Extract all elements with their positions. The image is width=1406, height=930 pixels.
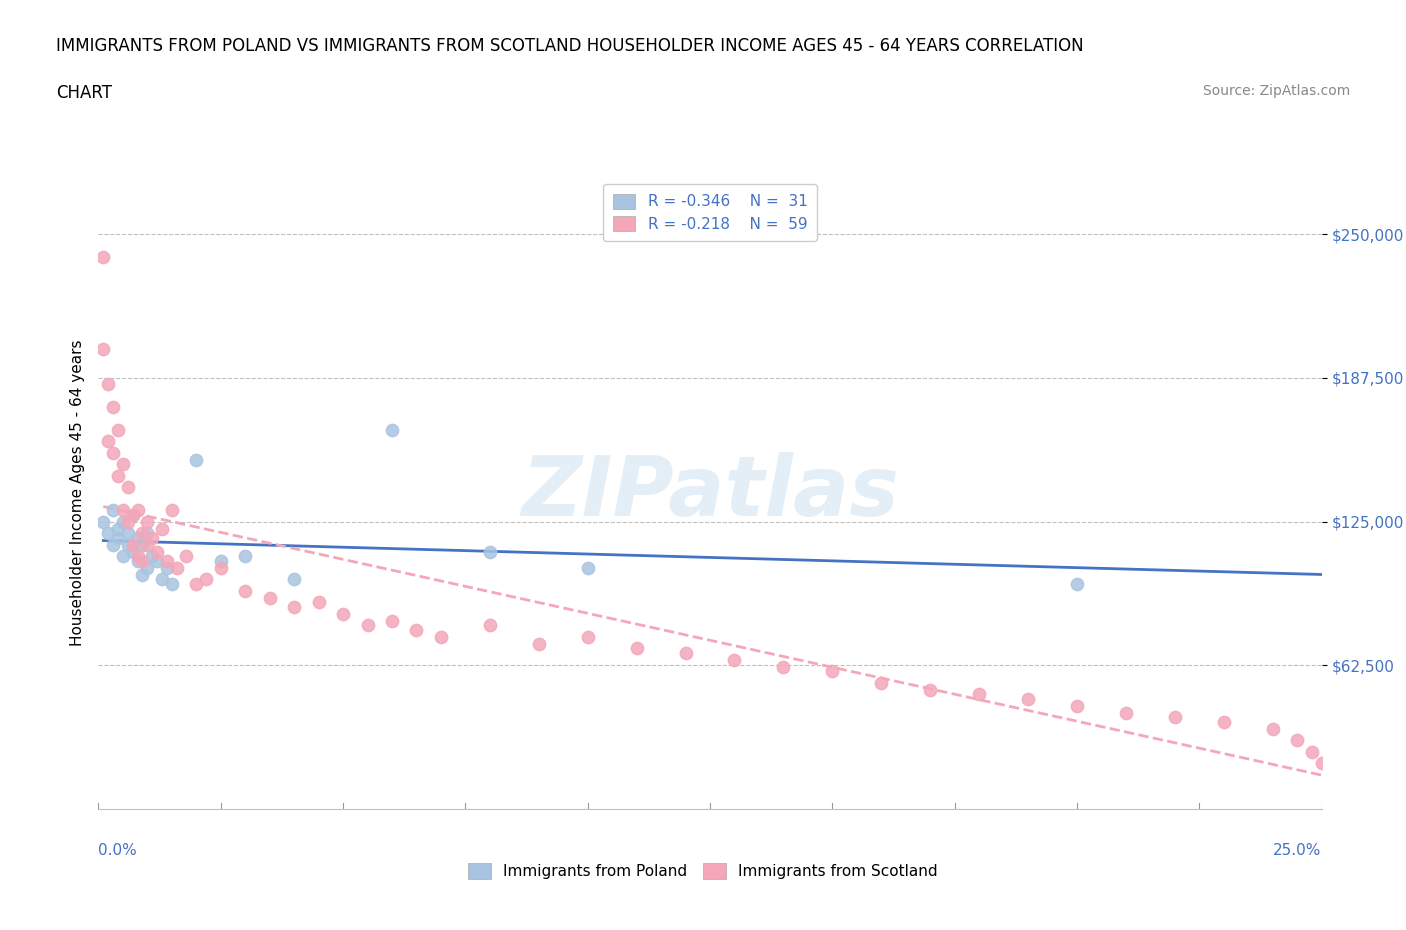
Point <box>176 549 198 564</box>
Point <box>356 618 378 632</box>
Point <box>131 567 153 582</box>
Point <box>723 652 745 667</box>
Point <box>131 525 153 540</box>
Text: 25.0%: 25.0% <box>1274 844 1322 858</box>
Text: Source: ZipAtlas.com: Source: ZipAtlas.com <box>1202 84 1350 98</box>
Point <box>1115 705 1137 720</box>
Point <box>101 445 124 460</box>
Legend: R = -0.346    N =  31, R = -0.218    N =  59: R = -0.346 N = 31, R = -0.218 N = 59 <box>603 184 817 241</box>
Point <box>1066 577 1088 591</box>
Point <box>308 594 330 609</box>
Text: CHART: CHART <box>56 84 112 101</box>
Point <box>117 480 139 495</box>
Point <box>127 530 149 545</box>
Point <box>1310 756 1333 771</box>
Y-axis label: Householder Income Ages 45 - 64 years: Householder Income Ages 45 - 64 years <box>69 339 84 646</box>
Point <box>259 591 281 605</box>
Point <box>186 452 208 467</box>
Point <box>160 577 183 591</box>
Point <box>111 549 134 564</box>
Point <box>1301 744 1323 759</box>
Text: ZIPatlas: ZIPatlas <box>522 452 898 534</box>
Point <box>920 682 942 697</box>
Point <box>209 553 232 568</box>
Point <box>117 538 139 552</box>
Point <box>870 675 893 690</box>
Point <box>1212 714 1234 729</box>
Point <box>136 525 159 540</box>
Point <box>283 572 305 587</box>
Point <box>97 433 120 448</box>
Point <box>675 645 697 660</box>
Point <box>127 549 149 564</box>
Point <box>91 250 114 265</box>
Legend: Immigrants from Poland, Immigrants from Scotland: Immigrants from Poland, Immigrants from … <box>463 857 943 885</box>
Point <box>97 525 120 540</box>
Point <box>283 599 305 614</box>
Point <box>150 572 173 587</box>
Point <box>1017 691 1039 706</box>
Point <box>332 606 354 621</box>
Point <box>1066 698 1088 713</box>
Point <box>576 560 599 575</box>
Point <box>160 503 183 518</box>
Point <box>107 521 129 536</box>
Point <box>111 457 134 472</box>
Point <box>101 538 124 552</box>
Point <box>91 514 114 529</box>
Point <box>146 544 169 559</box>
Point <box>101 503 124 518</box>
Point <box>121 507 143 522</box>
Point <box>576 630 599 644</box>
Point <box>967 686 990 701</box>
Point <box>233 583 256 598</box>
Point <box>156 553 179 568</box>
Point <box>121 544 143 559</box>
Point <box>626 641 648 656</box>
Point <box>381 422 404 437</box>
Point <box>141 549 163 564</box>
Point <box>478 544 501 559</box>
Point <box>527 636 550 651</box>
Point <box>121 507 143 522</box>
Point <box>127 503 149 518</box>
Point <box>107 530 129 545</box>
Point <box>107 422 129 437</box>
Point <box>107 468 129 483</box>
Point <box>186 577 208 591</box>
Point <box>127 553 149 568</box>
Point <box>91 341 114 356</box>
Text: 0.0%: 0.0% <box>98 844 138 858</box>
Text: IMMIGRANTS FROM POLAND VS IMMIGRANTS FROM SCOTLAND HOUSEHOLDER INCOME AGES 45 - : IMMIGRANTS FROM POLAND VS IMMIGRANTS FRO… <box>56 37 1084 55</box>
Point <box>101 399 124 414</box>
Point <box>131 538 153 552</box>
Point <box>405 622 427 637</box>
Point <box>150 521 173 536</box>
Point <box>1261 721 1284 736</box>
Point <box>136 560 159 575</box>
Point <box>141 530 163 545</box>
Point <box>478 618 501 632</box>
Point <box>772 659 794 674</box>
Point <box>111 514 134 529</box>
Point <box>117 525 139 540</box>
Point <box>146 553 169 568</box>
Point <box>117 514 139 529</box>
Point <box>233 549 256 564</box>
Point <box>121 538 143 552</box>
Point <box>97 377 120 392</box>
Point <box>131 553 153 568</box>
Point <box>430 630 453 644</box>
Point <box>156 560 179 575</box>
Point <box>209 560 232 575</box>
Point <box>136 514 159 529</box>
Point <box>166 560 188 575</box>
Point <box>381 613 404 628</box>
Point <box>136 538 159 552</box>
Point <box>1164 710 1187 724</box>
Point <box>195 572 218 587</box>
Point <box>821 664 844 679</box>
Point <box>111 503 134 518</box>
Point <box>1286 733 1309 748</box>
